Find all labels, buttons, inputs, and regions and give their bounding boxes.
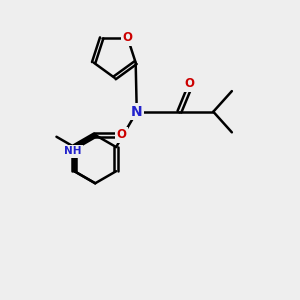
- Text: N: N: [131, 105, 142, 119]
- Text: O: O: [185, 77, 195, 90]
- Text: O: O: [123, 32, 133, 44]
- Text: O: O: [117, 128, 127, 142]
- Text: NH: NH: [64, 146, 82, 157]
